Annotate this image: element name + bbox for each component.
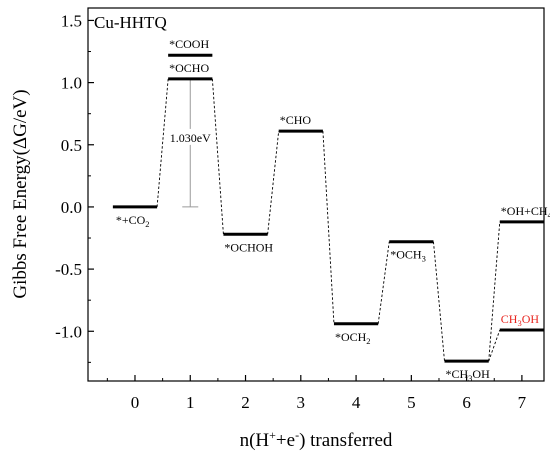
state-label-part: *CH [446, 367, 469, 381]
x-tick-label: 7 [518, 393, 527, 412]
state-label-cho-3: *CHO [280, 113, 312, 127]
state-label-co2-0: *+CO2 [116, 213, 150, 229]
state-label-part: 2 [366, 336, 370, 346]
x-axis-title-part: - [295, 428, 299, 442]
x-tick-label: 3 [297, 393, 306, 412]
barrier-value-label: 1.030eV [170, 131, 211, 145]
state-label-part: *+CO [116, 213, 146, 227]
state-label-ch3oh-7: CH3OH [501, 312, 540, 328]
state-label-part: *CHO [280, 113, 312, 127]
state-label-part: 3 [422, 254, 426, 264]
connector-lines [156, 78, 501, 362]
connector-line [488, 221, 501, 362]
x-axis-title-part: ) transferred [299, 430, 393, 451]
y-tick-label: -1.0 [55, 322, 82, 341]
x-tick-label: 4 [352, 393, 361, 412]
state-label-ochoh-2: *OCHOH [224, 240, 273, 254]
state-label-part: *OCH [335, 330, 367, 344]
y-tick-label: 0.5 [61, 136, 82, 155]
connector-line [267, 131, 280, 235]
state-label-ocho-1: *OCHO [169, 61, 209, 75]
y-tick-label: 0.0 [61, 198, 82, 217]
plot-area-frame [87, 7, 545, 382]
x-tick-label: 6 [462, 393, 471, 412]
x-axis-title-part: + [269, 428, 276, 442]
connector-line [211, 78, 224, 235]
state-labels: *+CO2*COOH*OCHO*OCHOH*CHO*OCH2*OCH3*CH3O… [116, 37, 550, 383]
energy-levels [112, 53, 544, 363]
y-axis: -1.0 -0.5 0.0 0.5 1.0 1.5 [55, 11, 94, 363]
x-tick-label: 0 [131, 393, 140, 412]
y-tick-label: 1.0 [61, 74, 82, 93]
state-label-part: OH [472, 367, 490, 381]
state-label-och3-5: *OCH3 [390, 248, 426, 264]
state-label-part: 3 [517, 318, 521, 328]
y-tick-label: -0.5 [55, 260, 82, 279]
x-tick-label: 5 [407, 393, 416, 412]
state-label-part: OH [522, 312, 540, 326]
state-label-och2-4: *OCH2 [335, 330, 371, 346]
state-label-part: CH [501, 312, 518, 326]
x-axis-title: n(H++e-) transferred [240, 428, 393, 451]
y-tick-label: 1.5 [61, 11, 82, 30]
connector-line [377, 241, 390, 324]
state-label-part: *OCHO [169, 61, 209, 75]
x-axis-title-part: +e [276, 430, 295, 451]
x-tick-label: 2 [241, 393, 250, 412]
connector-line [433, 241, 445, 362]
connector-line [322, 131, 335, 324]
state-label-part: *COOH [169, 37, 209, 51]
y-axis-title: Gibbs Free Energy(ΔG/eV) [10, 89, 31, 298]
state-label-cooh-1: *COOH [169, 37, 209, 51]
state-label-part: 4 [548, 210, 550, 220]
panel-title: Cu-HHTQ [94, 13, 167, 32]
x-axis: 0 1 2 3 4 5 6 7 [106, 375, 527, 412]
barrier-label-background [162, 128, 219, 145]
state-label-part: 3 [468, 373, 472, 383]
x-axis-title-part: n(H [240, 430, 270, 451]
state-label-part: 2 [145, 219, 149, 229]
state-label-part: *OCH [390, 248, 422, 262]
state-label-part: *OCHOH [224, 240, 273, 254]
connector-line [488, 329, 501, 362]
state-label-ch3oh-6: *CH3OH [446, 367, 491, 383]
x-tick-label: 1 [186, 393, 195, 412]
energy-barrier-annotation: 1.030eV [162, 78, 219, 208]
state-label-oh-ch4-7: *OH+CH4 [501, 204, 550, 220]
connector-line [156, 78, 169, 207]
state-label-part: *OH+CH [501, 204, 548, 218]
